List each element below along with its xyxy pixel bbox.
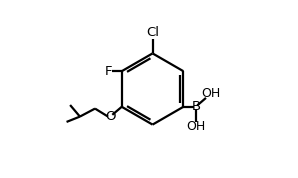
Text: OH: OH [186,120,206,133]
Text: Cl: Cl [146,26,159,39]
Text: F: F [104,65,112,78]
Text: B: B [191,100,201,113]
Text: OH: OH [201,87,221,100]
Text: O: O [105,110,115,123]
